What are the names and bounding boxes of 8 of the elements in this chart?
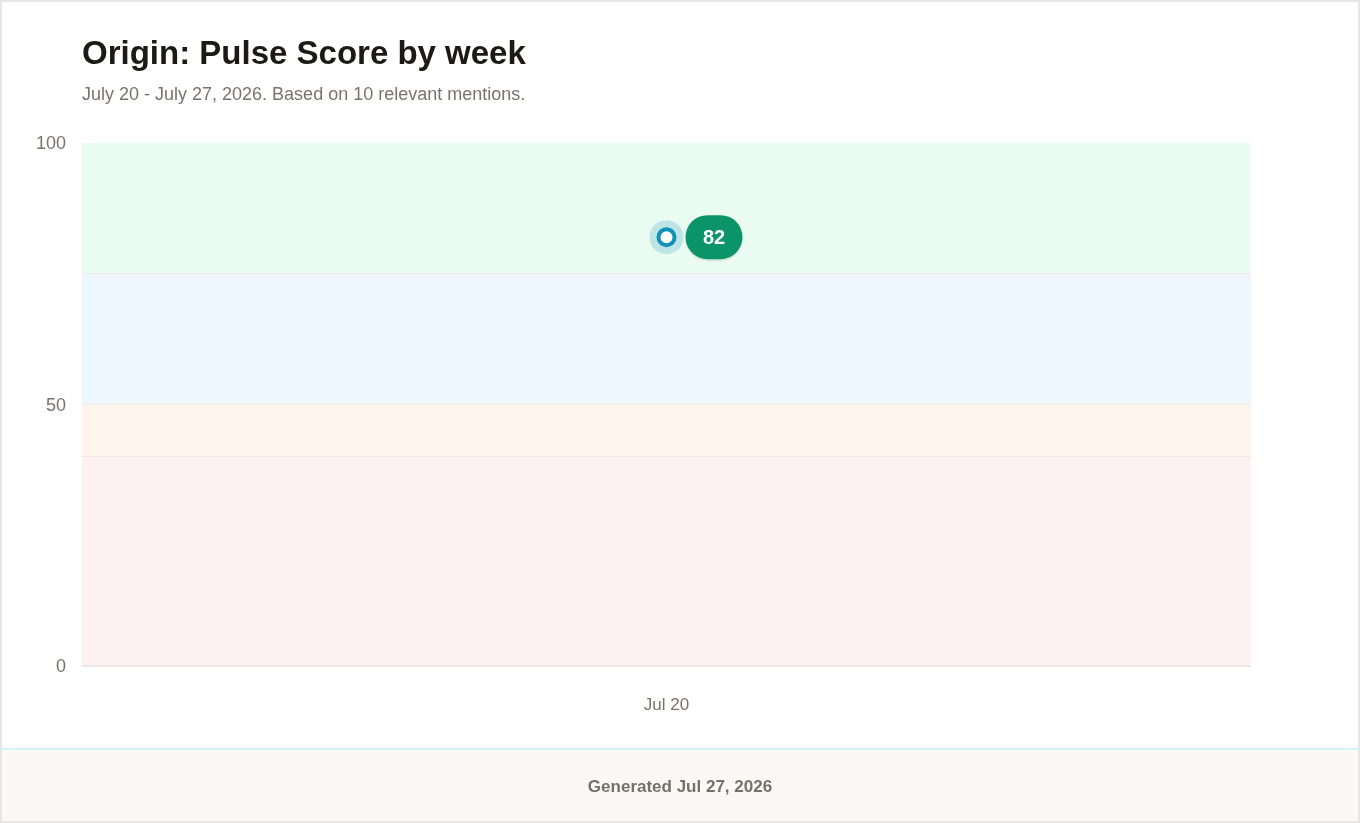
y-tick-label: 50 bbox=[45, 394, 66, 415]
y-tick-label: 0 bbox=[55, 656, 66, 677]
chart-subtitle: July 20 - July 27, 2026. Based on 10 relevant mentions. bbox=[82, 83, 526, 106]
chart-title: Origin: Pulse Score by week bbox=[82, 34, 526, 72]
y-tick-label: 100 bbox=[35, 133, 66, 154]
x-tick-label: Jul 20 bbox=[643, 695, 690, 715]
data-label: 82 bbox=[702, 226, 726, 249]
text: Generated Jul 27, 2026 bbox=[587, 776, 773, 797]
